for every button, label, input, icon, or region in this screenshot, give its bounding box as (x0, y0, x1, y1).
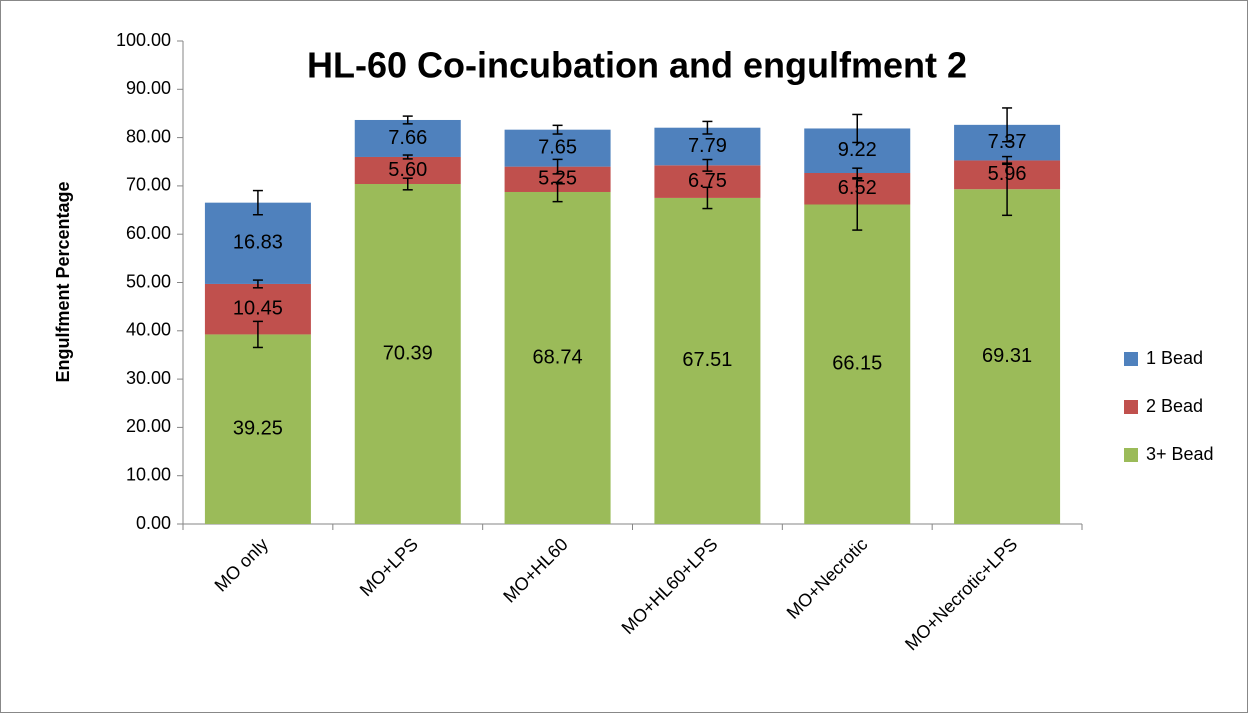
y-tick-label: 80.00 (126, 126, 171, 146)
error-bar (852, 178, 863, 231)
legend-swatch (1124, 352, 1138, 366)
bar-segment (354, 184, 461, 524)
error-bar (702, 158, 713, 172)
error-bar (402, 115, 413, 125)
data-label: 66.15 (832, 353, 882, 375)
error-bar (252, 279, 263, 289)
bar-segment (954, 189, 1061, 524)
error-bar (852, 167, 863, 179)
error-bar (702, 120, 713, 135)
y-tick-label: 100.00 (116, 30, 171, 50)
bar-segment (654, 197, 761, 524)
data-label: 5.25 (538, 168, 577, 190)
error-bar (552, 124, 563, 135)
data-label: 67.51 (682, 349, 732, 371)
y-tick-label: 30.00 (126, 368, 171, 388)
error-bar (402, 154, 413, 160)
error-bar (552, 158, 563, 175)
error-bar (1002, 107, 1013, 143)
error-bar (252, 320, 263, 349)
y-tick-label: 20.00 (126, 416, 171, 436)
data-label: 9.22 (838, 139, 877, 161)
data-label: 70.39 (383, 342, 433, 364)
data-label: 39.25 (233, 417, 283, 439)
error-bar (252, 189, 263, 216)
error-bar (702, 186, 713, 210)
data-label: 10.45 (233, 297, 283, 319)
y-tick-label: 40.00 (126, 320, 171, 340)
data-label: 6.75 (688, 170, 727, 192)
error-bar (1002, 155, 1013, 166)
y-tick-label: 10.00 (126, 464, 171, 484)
y-tick-label: 50.00 (126, 271, 171, 291)
y-tick-label: 70.00 (126, 175, 171, 195)
bar-segment (204, 334, 311, 524)
legend-label: 3+ Bead (1146, 444, 1214, 464)
error-bar (552, 181, 563, 203)
data-label: 69.31 (982, 345, 1032, 367)
bar-segment (354, 119, 461, 157)
data-label: 68.74 (533, 346, 583, 368)
y-tick-label: 0.00 (136, 513, 171, 533)
bar-segment (504, 191, 611, 525)
data-label: 7.66 (388, 127, 427, 149)
legend-label: 1 Bead (1146, 348, 1203, 368)
error-bar (402, 177, 413, 191)
y-tick-label: 60.00 (126, 223, 171, 243)
bar-segment (804, 204, 911, 525)
legend-swatch (1124, 400, 1138, 414)
bar-segment (204, 202, 311, 284)
data-label: 7.65 (538, 136, 577, 158)
data-label: 7.79 (688, 135, 727, 157)
legend-swatch (1124, 448, 1138, 462)
y-tick-label: 90.00 (126, 78, 171, 98)
chart-title: HL-60 Co-incubation and engulfment 2 (307, 45, 967, 86)
data-label: 5.60 (388, 159, 427, 181)
legend-label: 2 Bead (1146, 396, 1203, 416)
data-label: 16.83 (233, 232, 283, 254)
y-axis-title: Engulfment Percentage (53, 181, 73, 382)
error-bar (852, 113, 863, 144)
